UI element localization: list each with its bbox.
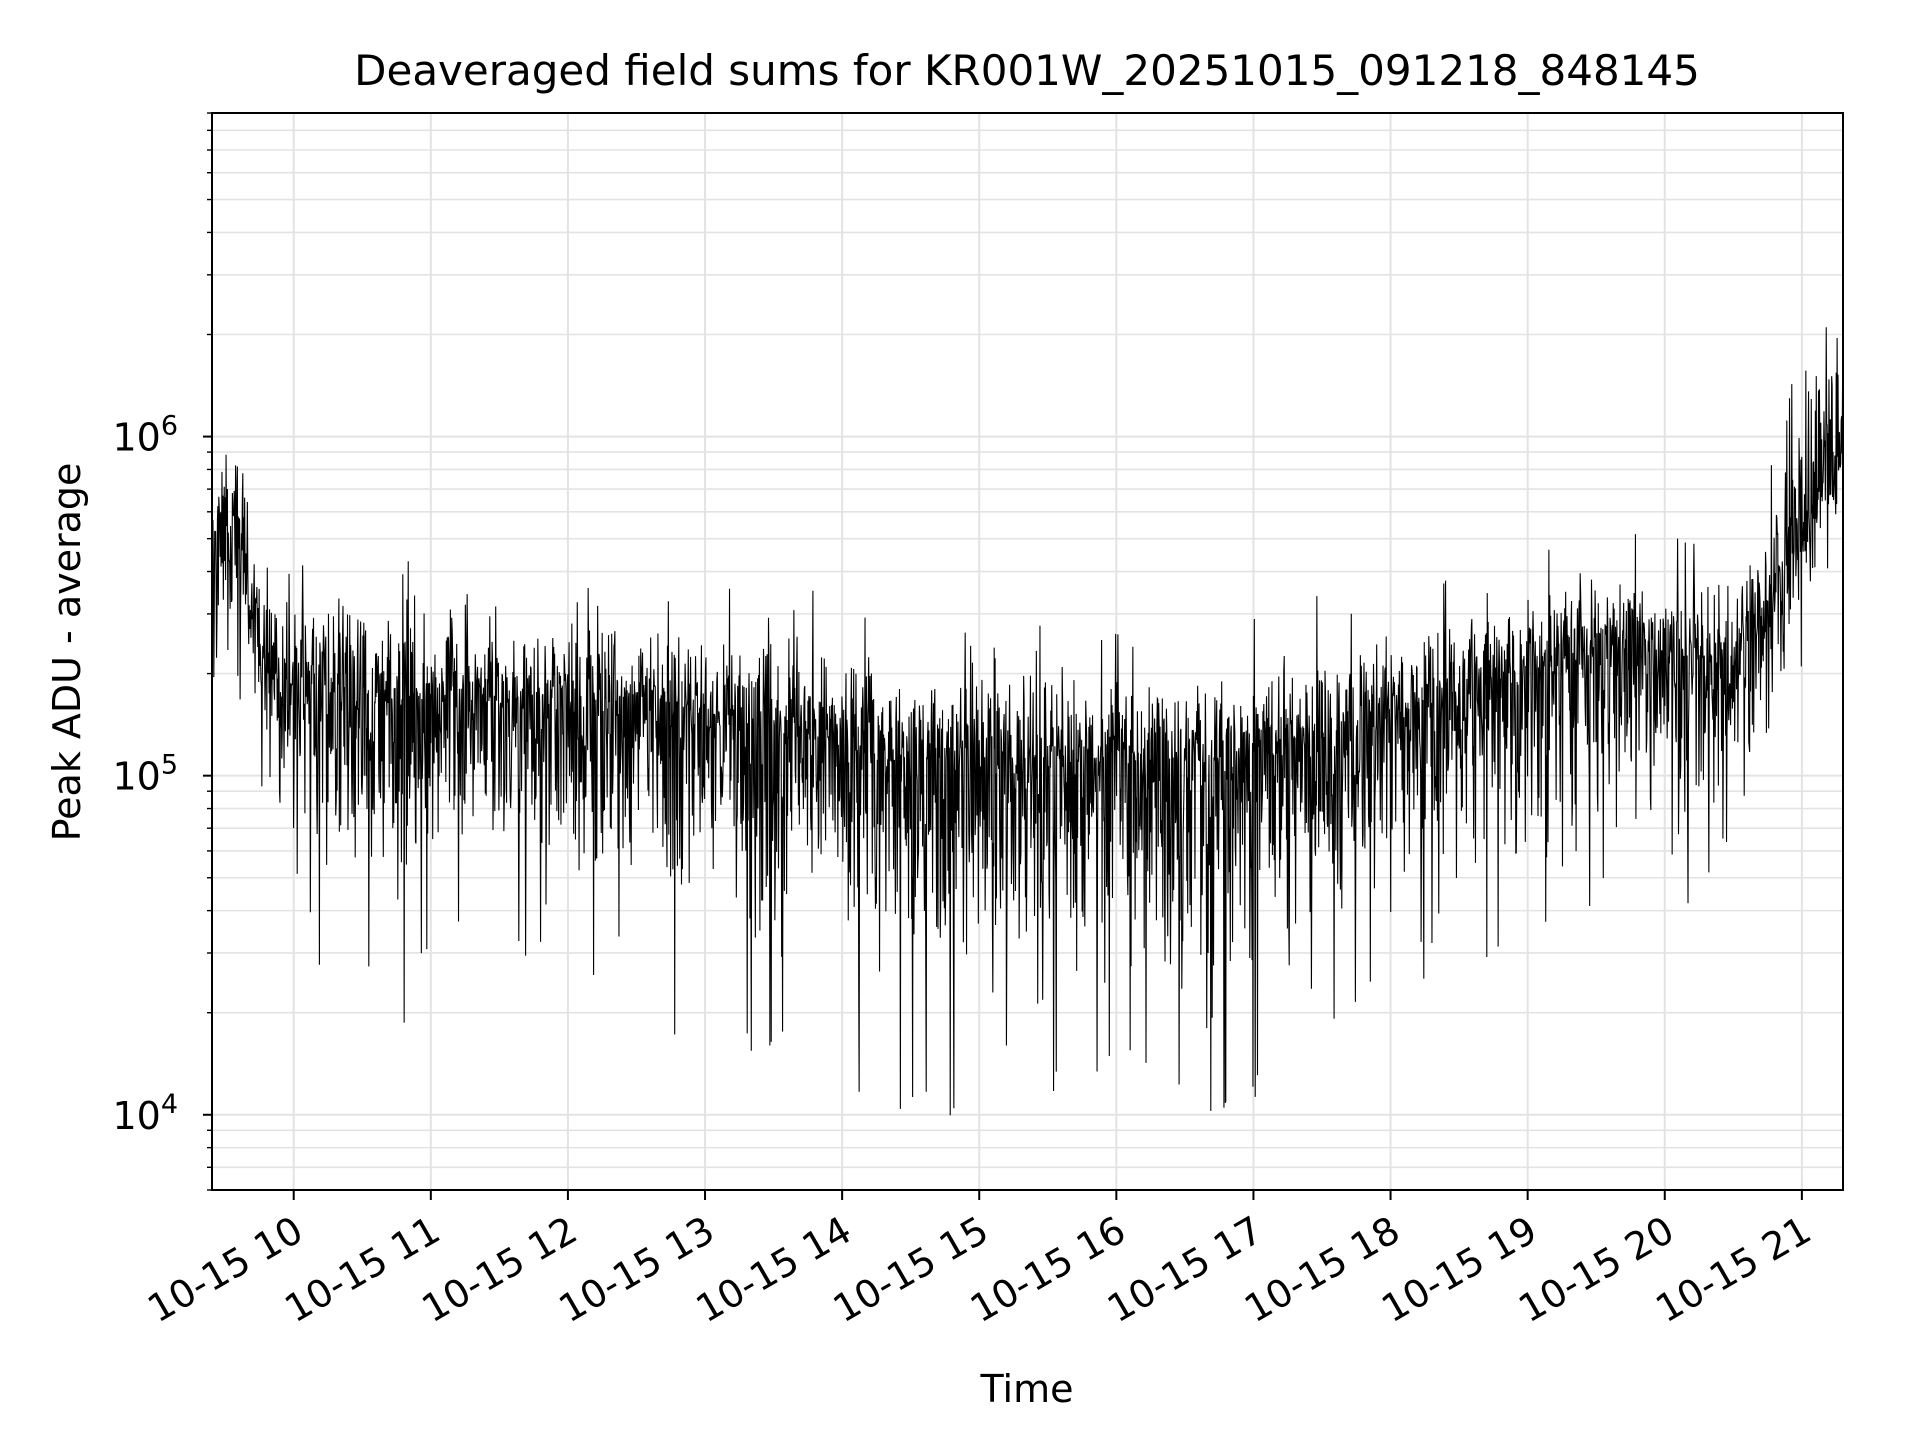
y-axis-label: Peak ADU - average: [45, 463, 89, 842]
series-line: [211, 327, 1844, 1116]
y-tick-label: 105: [112, 750, 178, 799]
series-layer: [211, 327, 1844, 1116]
x-axis-label: Time: [980, 1367, 1074, 1411]
y-tick-label: 104: [112, 1089, 178, 1138]
grid-layer: [212, 112, 1843, 1191]
y-tick-label: 106: [112, 411, 178, 460]
plot-frame: [211, 112, 1844, 1191]
chart-title: Deaveraged field sums for KR001W_2025101…: [354, 46, 1700, 95]
